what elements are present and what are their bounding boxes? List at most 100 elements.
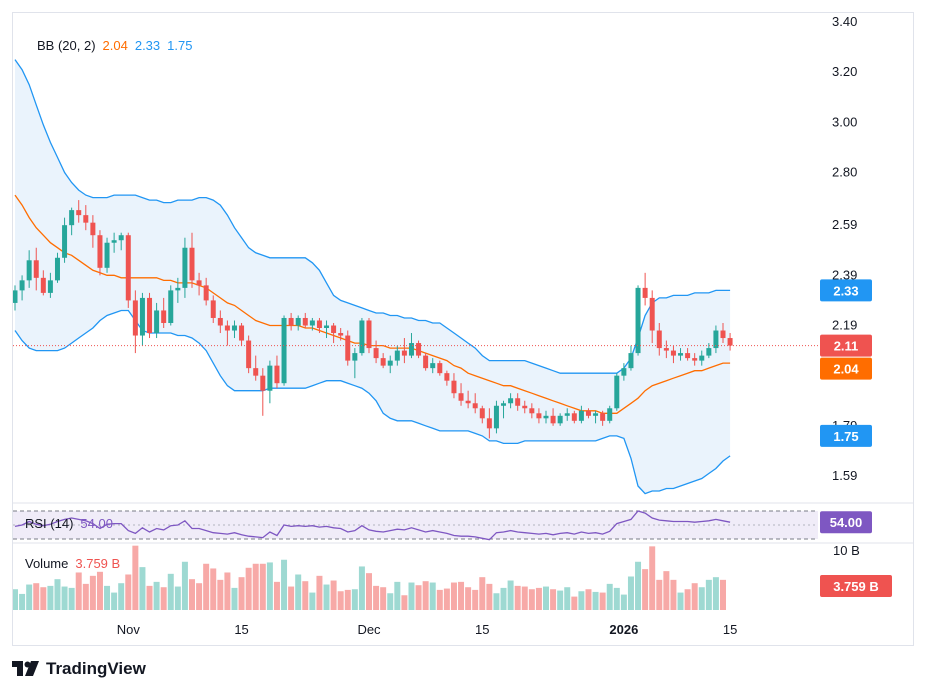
svg-text:2.04: 2.04 [833,362,859,377]
candle [472,393,478,414]
volume-bar [486,583,493,610]
volume-value: 3.759 B [75,556,121,571]
candle [614,373,620,411]
volume-bar [75,572,82,610]
volume-legend[interactable]: Volume 3.759 B [25,556,120,571]
candle [196,272,202,296]
candle [316,317,322,334]
candle [359,317,365,356]
volume-bar [705,579,712,610]
candle [182,237,188,298]
candle [19,275,25,301]
volume-bar [40,587,47,610]
candle [685,348,691,361]
svg-text:1.75: 1.75 [833,429,858,444]
bb-basis-value: 2.04 [102,38,128,53]
volume-bar [557,590,564,610]
candle [161,297,167,329]
volume-bar [387,593,394,610]
volume-bar [125,574,132,610]
candle [649,290,655,344]
volume-bar [224,572,231,610]
volume-bar [578,591,585,610]
volume-bar [302,581,309,610]
volume-price-tag: 3.759 B [820,575,892,597]
candle [621,363,627,381]
candle [444,370,450,386]
volume-bar [443,588,450,610]
volume-bar [493,593,500,610]
candle [69,207,75,236]
volume-bar [422,581,429,610]
svg-text:54.00: 54.00 [830,515,863,530]
candle [458,383,464,406]
volume-bar [465,587,472,610]
volume-bar [514,585,521,610]
candle [231,320,237,339]
price-chart[interactable]: 3.403.203.002.802.592.392.191.991.791.59… [13,13,913,645]
candle [33,247,39,291]
volume-bar [649,546,656,610]
price-axis-tick: 3.20 [832,64,857,79]
volume-bar [564,587,571,610]
candle [246,335,252,374]
lower-band-price-tag: 1.75 [820,424,872,447]
candle [678,348,684,361]
rsi-pane[interactable]: 54.00 [13,502,913,544]
bollinger-upper-line [14,59,731,374]
bb-upper-value: 2.33 [134,38,161,53]
rsi-value: 54.00 [80,516,113,531]
volume-bar [635,561,642,610]
candle [331,322,337,344]
volume-bar [366,573,372,610]
price-axis-tick: 2.19 [832,318,857,333]
volume-bar [592,591,599,610]
rsi-legend[interactable]: RSI (14) 54.00 [25,516,113,531]
candle [408,333,414,359]
tradingview-logo[interactable]: TradingView [12,659,146,679]
volume-bar [500,587,507,610]
volume-bar [344,589,351,610]
volume-bar [698,587,705,610]
candle [536,408,542,424]
candle [189,232,195,288]
volume-pane[interactable]: 10 B 3.759 B [13,543,892,610]
time-axis[interactable]: Nov 15 Dec 15 2026 15 [117,622,738,637]
price-axis-tick: 2.39 [832,267,857,282]
candle [239,322,245,346]
candle [139,292,145,346]
volume-bar [167,573,174,610]
volume-bar [543,586,549,610]
candle [585,408,591,419]
candle [111,232,117,253]
candle [394,345,400,366]
candle [352,348,358,379]
volume-bar [96,571,103,610]
candle [593,410,599,424]
bollinger-band-fill [15,59,731,494]
volume-axis-label: 10 B [833,543,860,558]
candle [366,317,372,354]
bollinger-legend[interactable]: BB (20, 2) 2.04 2.33 1.75 [37,38,192,53]
candle [486,408,492,439]
volume-bar [472,589,479,610]
volume-bar [450,582,457,610]
candle [302,312,308,329]
volume-bar [196,583,203,610]
candle [663,340,669,359]
volume-bar [33,583,40,610]
candle [104,237,110,273]
candle [267,360,273,404]
volume-bar [111,592,118,610]
candle [571,410,577,424]
candle [479,405,485,424]
candle [529,403,535,419]
candle [550,408,556,426]
volume-bar [415,585,422,610]
volume-bar [670,579,677,610]
volume-bar [684,589,691,610]
price-axis[interactable]: 3.403.203.002.802.592.392.191.991.791.59 [832,14,857,483]
volume-bar [104,585,111,610]
bb-label: BB (20, 2) [37,38,96,53]
volume-bar [599,592,606,610]
